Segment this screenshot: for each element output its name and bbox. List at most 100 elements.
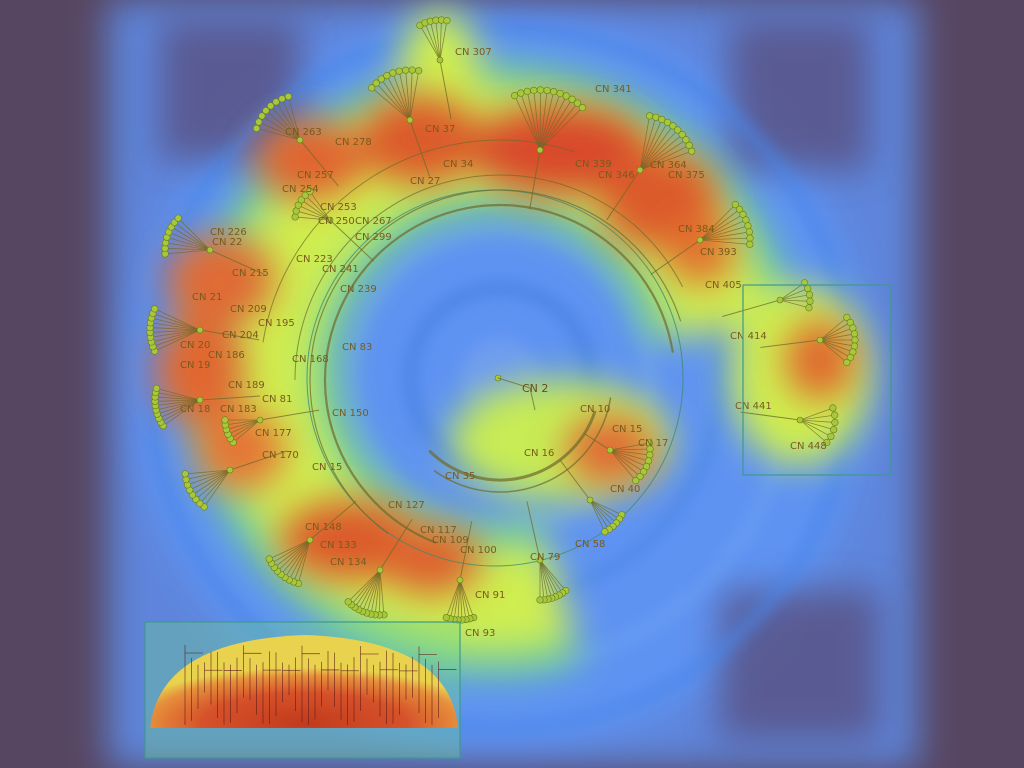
tree-node[interactable] <box>377 75 385 83</box>
tree-node[interactable] <box>796 416 804 424</box>
tree-node[interactable] <box>843 358 851 367</box>
tree-node[interactable] <box>851 336 859 344</box>
tree-node[interactable] <box>586 496 594 504</box>
tree-node[interactable] <box>383 72 391 80</box>
tree-node[interactable] <box>850 342 859 350</box>
tree-node[interactable] <box>652 113 660 121</box>
tree-node[interactable] <box>255 118 263 126</box>
tree-node[interactable] <box>601 528 609 536</box>
tree-node[interactable] <box>669 122 677 130</box>
tree-node[interactable] <box>849 324 857 332</box>
tree-node[interactable] <box>606 446 614 454</box>
tree-node[interactable] <box>562 92 570 100</box>
tree-node[interactable] <box>376 566 384 574</box>
tree-node[interactable] <box>174 214 182 222</box>
tree-node[interactable] <box>402 66 410 74</box>
tree-node[interactable] <box>265 555 273 563</box>
tree-node[interactable] <box>746 240 754 248</box>
tree-node[interactable] <box>776 296 784 304</box>
tree-node[interactable] <box>395 67 403 75</box>
tree-node[interactable] <box>640 468 648 476</box>
tree-node[interactable] <box>816 336 824 344</box>
tree-node[interactable] <box>284 92 292 101</box>
tree-node[interactable] <box>674 126 682 134</box>
tree-node[interactable] <box>306 187 314 195</box>
tree-node[interactable] <box>556 89 564 98</box>
tree-node[interactable] <box>646 451 654 459</box>
tree-node[interactable] <box>252 124 261 132</box>
tree-node[interactable] <box>827 432 835 441</box>
tree-node[interactable] <box>850 330 859 338</box>
tree-node[interactable] <box>326 216 334 224</box>
tree-node[interactable] <box>306 536 314 544</box>
tree-node[interactable] <box>530 86 538 94</box>
tree-node[interactable] <box>536 86 545 94</box>
tree-node[interactable] <box>696 236 704 244</box>
tree-node[interactable] <box>278 95 286 103</box>
tree-node[interactable] <box>745 228 753 236</box>
tree-node[interactable] <box>536 556 544 564</box>
tree-node[interactable] <box>636 472 644 481</box>
tree-node[interactable] <box>632 477 640 485</box>
tree-node[interactable] <box>436 56 444 64</box>
tree-node[interactable] <box>831 411 839 419</box>
tree-node[interactable] <box>196 326 204 334</box>
tree-node[interactable] <box>843 313 851 322</box>
tree-node[interactable] <box>678 131 686 139</box>
tree-node[interactable] <box>645 112 654 120</box>
tree-node[interactable] <box>685 141 693 149</box>
tree-node[interactable] <box>272 98 280 106</box>
tree-node[interactable] <box>658 115 666 124</box>
tree-node[interactable] <box>389 69 397 77</box>
tree-node[interactable] <box>831 418 839 427</box>
tree-node[interactable] <box>739 210 747 219</box>
tree-node[interactable] <box>262 107 270 115</box>
tree-node[interactable] <box>442 613 450 622</box>
tree-node[interactable] <box>221 416 229 424</box>
tree-node[interactable] <box>196 396 204 404</box>
tree-node[interactable] <box>744 222 752 230</box>
tree-node[interactable] <box>181 470 189 478</box>
tree-node[interactable] <box>152 384 161 392</box>
tree-node[interactable] <box>823 438 831 447</box>
tree-node[interactable] <box>226 466 234 474</box>
tree-node[interactable] <box>746 234 754 242</box>
tree-node[interactable] <box>372 79 380 87</box>
tree-node[interactable] <box>550 87 558 96</box>
tree-node[interactable] <box>408 66 416 74</box>
tree-node[interactable] <box>296 136 304 144</box>
tree-node[interactable] <box>536 596 544 604</box>
tree-node[interactable] <box>267 102 275 110</box>
tree-node[interactable] <box>511 92 519 100</box>
tree-node[interactable] <box>543 86 551 95</box>
tree-node[interactable] <box>456 576 464 584</box>
tree-node[interactable] <box>846 353 854 362</box>
tree-node[interactable] <box>406 116 414 124</box>
tree-node[interactable] <box>523 87 531 95</box>
tree-node[interactable] <box>297 196 305 204</box>
tree-node[interactable] <box>804 284 812 293</box>
tree-node[interactable] <box>301 191 309 199</box>
tree-node[interactable] <box>291 213 299 221</box>
tree-node[interactable] <box>206 246 214 254</box>
tree-node[interactable] <box>368 84 376 92</box>
tree-node[interactable] <box>806 297 814 305</box>
tree-node[interactable] <box>443 17 451 25</box>
tree-node[interactable] <box>258 112 266 120</box>
tree-node[interactable] <box>573 99 582 107</box>
tree-node[interactable] <box>344 598 352 606</box>
tree-node[interactable] <box>578 103 587 112</box>
tree-node[interactable] <box>731 201 739 209</box>
tree-node[interactable] <box>663 118 672 126</box>
tree-node[interactable] <box>682 136 690 144</box>
tree-node[interactable] <box>735 205 744 213</box>
tree-node[interactable] <box>415 67 423 75</box>
tree-node[interactable] <box>805 304 813 312</box>
tree-node[interactable] <box>636 166 644 174</box>
tree-node[interactable] <box>536 146 544 154</box>
tree-node[interactable] <box>568 95 576 103</box>
tree-node[interactable] <box>688 147 696 155</box>
tree-node[interactable] <box>830 426 838 434</box>
tree-node[interactable] <box>517 89 525 97</box>
tree-node[interactable] <box>294 201 302 209</box>
